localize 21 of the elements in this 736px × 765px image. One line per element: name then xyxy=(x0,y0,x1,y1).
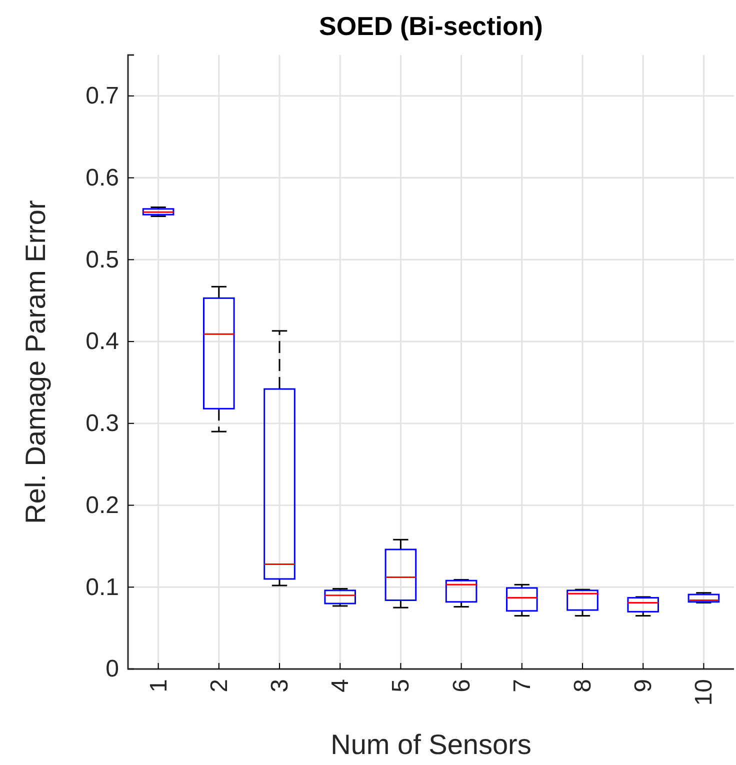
y-tick-label: 0.6 xyxy=(86,164,119,192)
x-tick-label: 7 xyxy=(508,679,536,692)
y-tick-label: 0.3 xyxy=(86,410,119,438)
x-tick-label: 3 xyxy=(266,679,294,692)
y-tick-label: 0.5 xyxy=(86,246,119,274)
x-tick-label: 5 xyxy=(388,679,415,692)
y-tick-label: 0.4 xyxy=(86,328,119,356)
x-tick-label: 9 xyxy=(630,679,658,692)
x-tick-label: 6 xyxy=(448,679,476,692)
y-tick-label: 0.1 xyxy=(86,574,119,601)
chart-title: SOED (Bi-section) xyxy=(319,11,543,41)
x-tick-label: 8 xyxy=(570,679,596,692)
y-axis-title: Rel. Damage Param Error xyxy=(20,200,51,524)
y-tick-label: 0.2 xyxy=(86,492,119,519)
x-tick-label: 4 xyxy=(327,679,354,692)
x-tick-label: 1 xyxy=(145,679,172,692)
y-tick-label: 0.7 xyxy=(86,82,119,110)
x-axis-title: Num of Sensors xyxy=(330,729,532,760)
y-tick-label: 0 xyxy=(106,656,119,683)
x-tick-label: 2 xyxy=(206,679,233,692)
x-tick-label: 10 xyxy=(690,679,718,706)
